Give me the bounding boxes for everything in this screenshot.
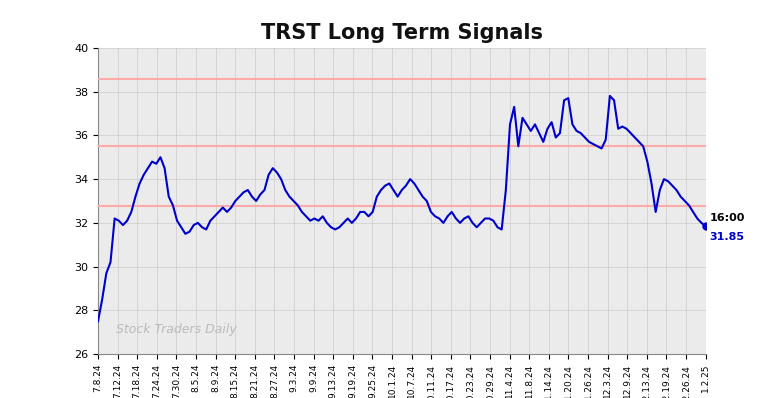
Text: 31.85: 31.85: [710, 232, 745, 242]
Title: TRST Long Term Signals: TRST Long Term Signals: [261, 23, 543, 43]
Text: 16:00: 16:00: [710, 213, 745, 222]
Text: Stock Traders Daily: Stock Traders Daily: [116, 323, 237, 336]
